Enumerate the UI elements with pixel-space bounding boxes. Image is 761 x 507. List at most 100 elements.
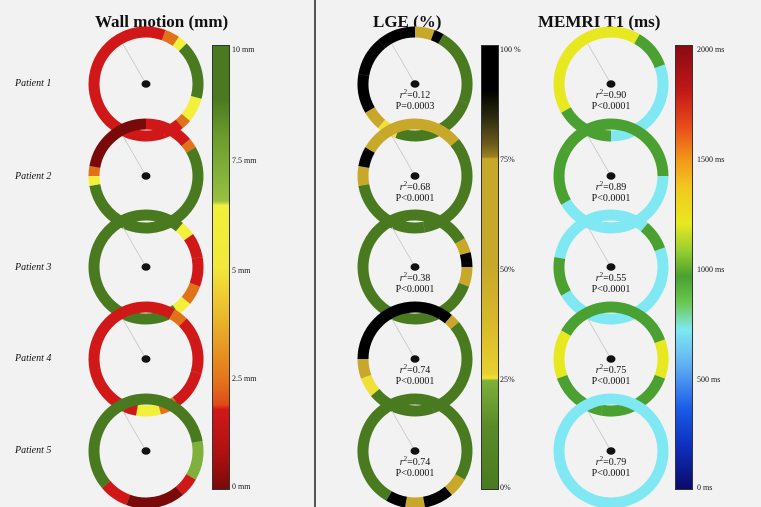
lge-ring-2-seg-3 [357, 166, 370, 186]
wall-motion-ring-3-seg-0 [145, 209, 183, 232]
lge-ring-3-seg-0 [414, 209, 465, 244]
lge-stat-5-r2: r2=0.74 [400, 455, 431, 468]
lge-ring-1-reference-line [391, 43, 416, 85]
lge-tick-50: 50% [500, 265, 515, 274]
memri-ring-2-seg-4 [561, 118, 612, 153]
wall-motion-ring-4-seg-2 [178, 318, 204, 374]
memri-ring-2-seg-3 [553, 147, 571, 205]
wall-motion-ring-1-center-dot [141, 80, 151, 88]
lge-ring-2-seg-0 [414, 118, 460, 147]
wall-motion-ring-4-seg-6 [88, 358, 139, 416]
patient-label-4: Patient 4 [15, 353, 52, 364]
patient-label-1: Patient 1 [15, 78, 52, 89]
memri-ring-3-seg-0 [610, 209, 648, 232]
wall-motion-ring-1-seg-5 [175, 113, 191, 129]
wall-motion-ring-3-seg-6 [88, 209, 179, 325]
lge-ring-5-center-dot [410, 447, 420, 455]
memri-stat-2-p-value: P<0.0001 [592, 193, 631, 204]
lge-ring-5-seg-1 [444, 474, 465, 496]
memri-tick-500: 500 ms [697, 375, 721, 384]
lge-stat-2-r2: r2=0.68 [400, 180, 431, 193]
lge-ring-2-reference-line [391, 135, 416, 177]
wall-motion-ring-2-center-dot [141, 172, 151, 180]
wall-motion-ring-5-seg-2 [175, 474, 196, 496]
lge-ring-4-center-dot [410, 355, 420, 363]
wall-motion-ring-1-seg-1 [161, 29, 179, 47]
patient-label-5: Patient 5 [15, 445, 52, 456]
memri-ring-3-seg-1 [640, 222, 666, 252]
memri-ring-1-seg-0 [610, 26, 640, 44]
memri-ring-4-reference-line [587, 318, 612, 360]
lge-ring-5-seg-4 [386, 491, 408, 507]
memri-ring-3-seg-5 [554, 209, 612, 260]
wall-motion-ring-4-seg-1 [169, 309, 187, 327]
lge-ring-4-seg-5 [357, 358, 372, 379]
lge-stat-3-p-value: P<0.0001 [396, 284, 435, 295]
wall-motion-ring-4-seg-3 [172, 370, 202, 407]
lge-tick-75: 75% [500, 155, 515, 164]
wall-motion-ring-5-seg-0 [145, 393, 203, 444]
lge-ring-3-seg-2 [459, 252, 473, 268]
memri-ring-1-seg-5 [553, 55, 571, 113]
wall-motion-ring-3-seg-4 [181, 282, 201, 304]
memri-ring-2-center-dot [606, 172, 616, 180]
lge-ring-1-seg-8 [378, 26, 416, 49]
lge-ring-5-seg-2 [422, 486, 452, 507]
wall-motion-ring-3-seg-1 [175, 222, 194, 241]
memri-stat-3-p-value: P<0.0001 [592, 284, 631, 295]
lge-ring-1-seg-1 [430, 29, 444, 44]
wall-motion-ring-5-seg-3 [126, 486, 183, 507]
lge-ring-3-reference-line [391, 226, 416, 268]
lge-colorbar [481, 45, 499, 490]
wall-motion-ring-4-seg-7 [88, 301, 147, 360]
lge-ring-1-seg-5 [365, 107, 386, 129]
memri-tick-1000: 1000 ms [697, 265, 725, 274]
lge-ring-4-seg-3 [370, 388, 435, 417]
wall-motion-ring-3-seg-2 [183, 234, 203, 260]
memri-ring-4-seg-4 [553, 330, 571, 379]
wall-motion-ring-2-seg-5 [88, 166, 101, 177]
wm-tick-0: 0 mm [232, 482, 251, 491]
lge-ring-4-reference-line [391, 318, 416, 360]
wall-motion-ring-1-reference-line [122, 43, 147, 85]
lge-ring-3-seg-3 [458, 266, 473, 287]
lge-tick-25: 25% [500, 375, 515, 384]
wall-motion-ring-1-seg-7 [88, 26, 166, 142]
memri-ring-4-seg-3 [556, 374, 604, 416]
memri-ring-4-seg-1 [654, 339, 669, 379]
wall-motion-ring-1-seg-0 [145, 26, 166, 41]
wall-motion-ring-4-reference-line [122, 318, 147, 360]
wall-motion-ring-4-center-dot [141, 355, 151, 363]
wall-motion-ring-4-seg-0 [145, 301, 175, 319]
memri-ring-5-seg-0 [610, 393, 669, 480]
wall-motion-ring-1-seg-4 [181, 95, 202, 121]
lge-stat-1-p-value: P=0.0003 [396, 101, 435, 112]
lge-ring-4-seg-0 [414, 301, 452, 324]
wall-motion-ring-3-reference-line [122, 226, 147, 268]
memri-ring-2-reference-line [587, 135, 612, 177]
wall-motion-ring-2-reference-line [122, 135, 147, 177]
wall-motion-ring-5-seg-5 [88, 393, 147, 488]
lge-stat-3-r2: r2=0.38 [400, 271, 431, 284]
memri-ring-5-seg-2 [553, 393, 612, 480]
wall-motion-ring-3-seg-5 [172, 296, 191, 315]
memri-ring-4-center-dot [606, 355, 616, 363]
wm-tick-7-5: 7.5 mm [232, 156, 257, 165]
lge-tick-100: 100 % [500, 45, 521, 54]
wall-motion-ring-1-seg-3 [178, 43, 204, 99]
memri-stat-4-p-value: P<0.0001 [592, 376, 631, 387]
lge-ring-4-seg-1 [444, 314, 460, 330]
memri-stat-2-r2: r2=0.89 [596, 180, 627, 193]
memri-ring-1-seg-6 [561, 26, 612, 61]
wall-motion-ring-2-seg-4 [88, 175, 101, 186]
memri-ring-3-reference-line [587, 226, 612, 268]
lge-ring-2-center-dot [410, 172, 420, 180]
wall-motion-ring-2-seg-6 [89, 118, 147, 169]
lge-ring-2-seg-6 [378, 118, 416, 141]
wall-motion-ring-4-seg-5 [136, 403, 161, 417]
memri-ring-1-center-dot [606, 80, 616, 88]
memri-stat-4-r2: r2=0.75 [596, 363, 627, 376]
lge-ring-1-seg-6 [357, 74, 375, 113]
patient-label-2: Patient 2 [15, 171, 52, 182]
